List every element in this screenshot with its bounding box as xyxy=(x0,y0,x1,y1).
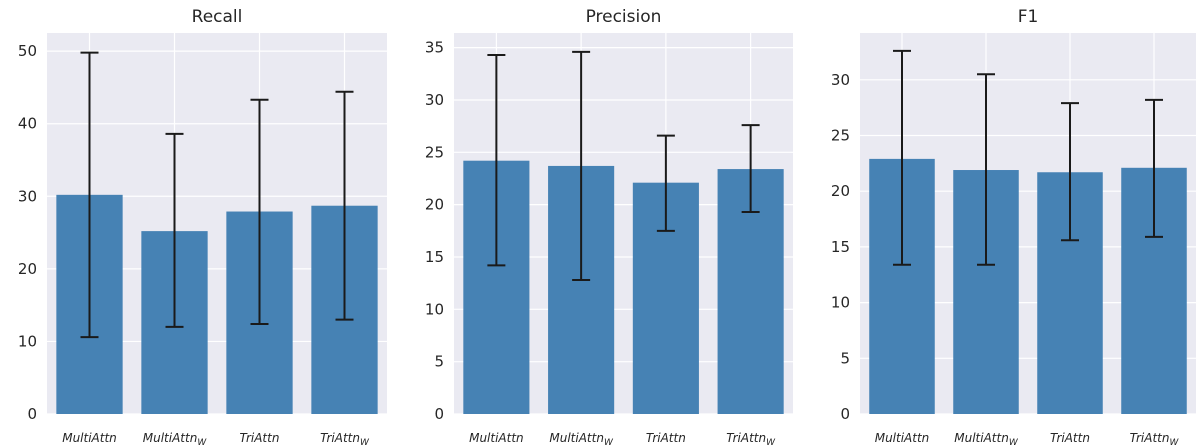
f1-panel: 0 5 10 15 20 25 30 MultiAttn MultiAttnW TriAttn Tr… xyxy=(831,7,1196,448)
y-tick-label: 25 xyxy=(831,126,850,144)
x-tick-label: MultiAttnW xyxy=(954,431,1019,448)
y-tick-label: 0 xyxy=(840,405,850,423)
y-tick-label: 30 xyxy=(831,71,850,89)
y-tick-label: 35 xyxy=(425,39,444,57)
y-tick-label: 30 xyxy=(18,187,37,205)
y-tick-label: 15 xyxy=(831,238,850,256)
x-tick-label: MultiAttn xyxy=(62,431,117,445)
y-tick-label: 20 xyxy=(18,260,37,278)
y-tick-label: 5 xyxy=(840,349,850,367)
x-tick-label: TriAttn xyxy=(240,431,280,445)
x-tick-label: MultiAttnW xyxy=(143,431,208,448)
y-tick-label: 5 xyxy=(434,353,444,371)
f1-panel-title: F1 xyxy=(1018,7,1039,27)
x-tick-label: MultiAttnW xyxy=(549,431,614,448)
y-tick-label: 30 xyxy=(425,91,444,109)
precision-panel: 0 5 10 15 20 25 30 35 MultiAttn MultiAttnW TriAttn… xyxy=(425,7,793,448)
y-tick-label: 15 xyxy=(425,248,444,266)
x-tick-label: TriAttnW xyxy=(1130,431,1180,448)
recall-panel: 0 10 20 30 40 50 MultiAttn MultiAttnW TriAttn Tri… xyxy=(18,7,387,448)
x-tick-label: TriAttn xyxy=(646,431,686,445)
x-tick-label: MultiAttn xyxy=(875,431,930,445)
x-tick-label: MultiAttn xyxy=(469,431,524,445)
x-tick-label: TriAttnW xyxy=(726,431,776,448)
y-tick-label: 0 xyxy=(27,405,37,423)
precision-panel-title: Precision xyxy=(586,7,662,27)
x-tick-label: TriAttn xyxy=(1050,431,1090,445)
y-tick-label: 25 xyxy=(425,143,444,161)
y-tick-label: 10 xyxy=(425,300,444,318)
y-tick-label: 10 xyxy=(18,332,37,350)
y-tick-label: 40 xyxy=(18,115,37,133)
y-tick-label: 20 xyxy=(831,182,850,200)
y-tick-label: 0 xyxy=(434,405,444,423)
x-tick-label: TriAttnW xyxy=(320,431,370,448)
y-tick-label: 50 xyxy=(18,42,37,60)
recall-panel-title: Recall xyxy=(192,7,243,27)
y-tick-label: 10 xyxy=(831,294,850,312)
y-tick-label: 20 xyxy=(425,196,444,214)
